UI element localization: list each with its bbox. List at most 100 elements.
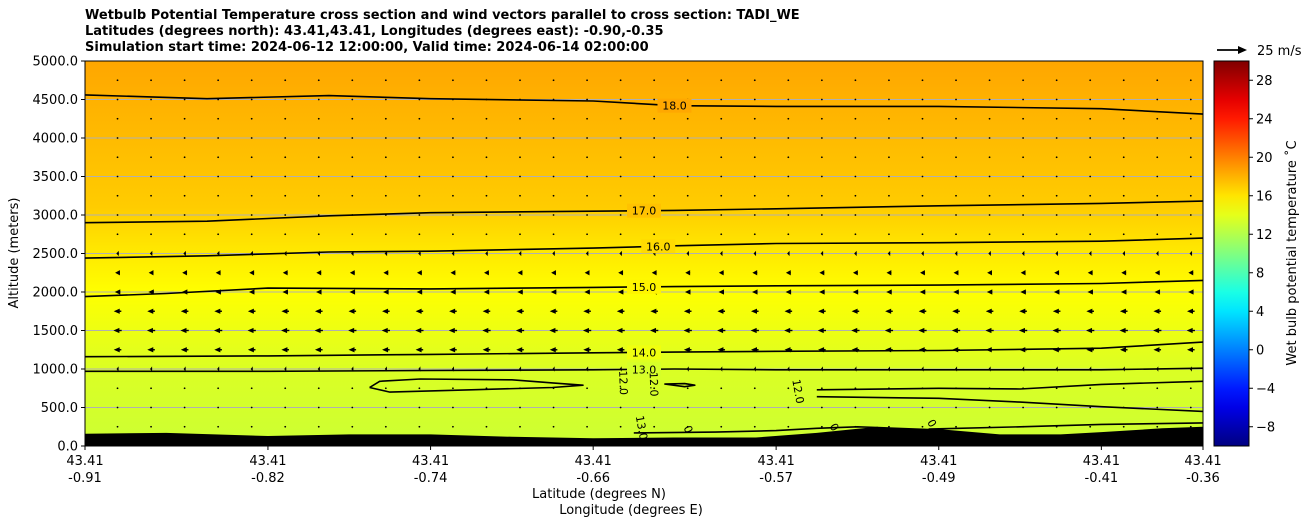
wind-vector <box>720 366 723 372</box>
wind-vector <box>250 79 253 82</box>
wind-vector-head <box>1156 366 1159 372</box>
wind-vector <box>351 98 354 101</box>
wind-vector-head <box>114 289 121 295</box>
wind-vector <box>988 425 991 428</box>
wind-vector <box>452 194 454 197</box>
wind-vector-head <box>1121 270 1127 276</box>
wind-vector <box>1122 366 1125 372</box>
wind-vector-head <box>517 289 523 295</box>
wind-vector <box>517 270 523 276</box>
wind-vector <box>418 137 421 139</box>
wind-vector <box>820 366 823 372</box>
wind-vector-head <box>416 289 423 295</box>
wind-vector-head <box>1153 347 1160 353</box>
wind-vector-head <box>348 327 355 334</box>
wind-vector <box>787 98 790 101</box>
wind-vector <box>519 98 521 101</box>
wind-vector-head <box>851 347 858 353</box>
wind-vector <box>720 117 723 120</box>
wind-vector <box>349 289 356 295</box>
wind-vector <box>183 137 186 139</box>
wind-vector <box>485 233 488 236</box>
wind-vector-head <box>887 250 891 257</box>
contour-label-bg <box>627 203 661 218</box>
y-axis: 0.0 500.0 1000.0 1500.0 2000.0 2500.0 3000.0 35… <box>33 55 85 455</box>
wind-vector-head <box>753 250 757 257</box>
wind-vector <box>1122 175 1125 178</box>
wind-vector <box>820 137 823 139</box>
wind-vector <box>116 214 119 216</box>
wind-vector <box>317 137 320 139</box>
contour-label-text: 13.0 <box>632 363 657 376</box>
wind-vector <box>1189 117 1192 120</box>
wind-vector <box>351 194 354 197</box>
wind-vector <box>586 156 588 159</box>
wind-vector <box>753 137 756 139</box>
wind-vector-head <box>953 289 959 295</box>
wind-vector <box>683 308 692 314</box>
wind-vector-head <box>651 270 657 276</box>
wind-vector <box>851 308 860 314</box>
wind-vector <box>854 117 857 120</box>
wind-vector <box>1086 308 1094 314</box>
wind-vector <box>619 79 622 82</box>
wind-vector-head <box>986 289 993 295</box>
wind-vector-head <box>1188 289 1194 295</box>
wind-vector-head <box>348 308 355 314</box>
wind-vector <box>952 347 960 353</box>
wind-vector-head <box>585 250 589 257</box>
wind-vector <box>753 387 756 390</box>
wind-vector <box>1122 387 1125 390</box>
wind-vector-head <box>1154 289 1161 295</box>
wind-vector-head <box>819 270 825 276</box>
wind-vector-head <box>283 250 287 257</box>
wind-vector <box>1018 327 1028 334</box>
wind-vector-head <box>717 308 724 314</box>
contour-label-small: 13.0 <box>633 414 650 440</box>
wind-vector-head <box>720 366 723 372</box>
wind-vector <box>988 117 991 120</box>
wind-vector <box>351 366 354 372</box>
terrain-fill <box>85 426 1203 446</box>
wind-vector <box>482 347 491 353</box>
wind-vector <box>919 289 926 295</box>
wind-vector <box>148 289 154 295</box>
wind-vector <box>854 406 857 409</box>
wind-vector-head <box>1186 327 1193 334</box>
wind-vector <box>854 175 857 178</box>
wind-vector <box>985 327 994 334</box>
wind-vector-head <box>113 308 120 314</box>
wind-vector-head <box>885 347 892 353</box>
wind-vector <box>316 270 322 276</box>
wind-vector <box>918 308 927 314</box>
wind-vector <box>1022 233 1025 236</box>
wind-vector <box>284 233 287 236</box>
wind-vector <box>586 175 588 178</box>
wind-vector <box>250 214 253 216</box>
contour-lines <box>85 94 1203 434</box>
wind-vector <box>351 214 354 216</box>
wind-vector-head <box>851 308 858 314</box>
wind-vector <box>854 156 857 159</box>
wind-vector-head <box>282 270 288 276</box>
wind-vector-head <box>886 270 892 276</box>
wind-vector <box>552 117 555 120</box>
wind-vector <box>885 347 893 353</box>
colorbar-label: Wet bulb potential temperature ˚C <box>1284 140 1300 365</box>
wind-vector <box>116 425 119 428</box>
wind-vector <box>818 347 826 353</box>
contour-line <box>85 94 1203 115</box>
wind-vector <box>217 175 220 178</box>
wind-vector <box>284 98 287 101</box>
wind-vector-head <box>1087 270 1093 276</box>
wind-vector <box>1089 156 1092 159</box>
wind-vector <box>250 156 253 159</box>
wind-vector <box>1089 117 1092 120</box>
wind-vector <box>552 387 555 390</box>
wind-vector-head <box>951 327 958 334</box>
wind-vector <box>820 406 823 409</box>
contour-label-text: 18.0 <box>662 100 687 113</box>
wind-vector-head <box>718 289 725 295</box>
wind-vector-head <box>247 308 254 314</box>
wind-vector <box>1089 366 1092 372</box>
